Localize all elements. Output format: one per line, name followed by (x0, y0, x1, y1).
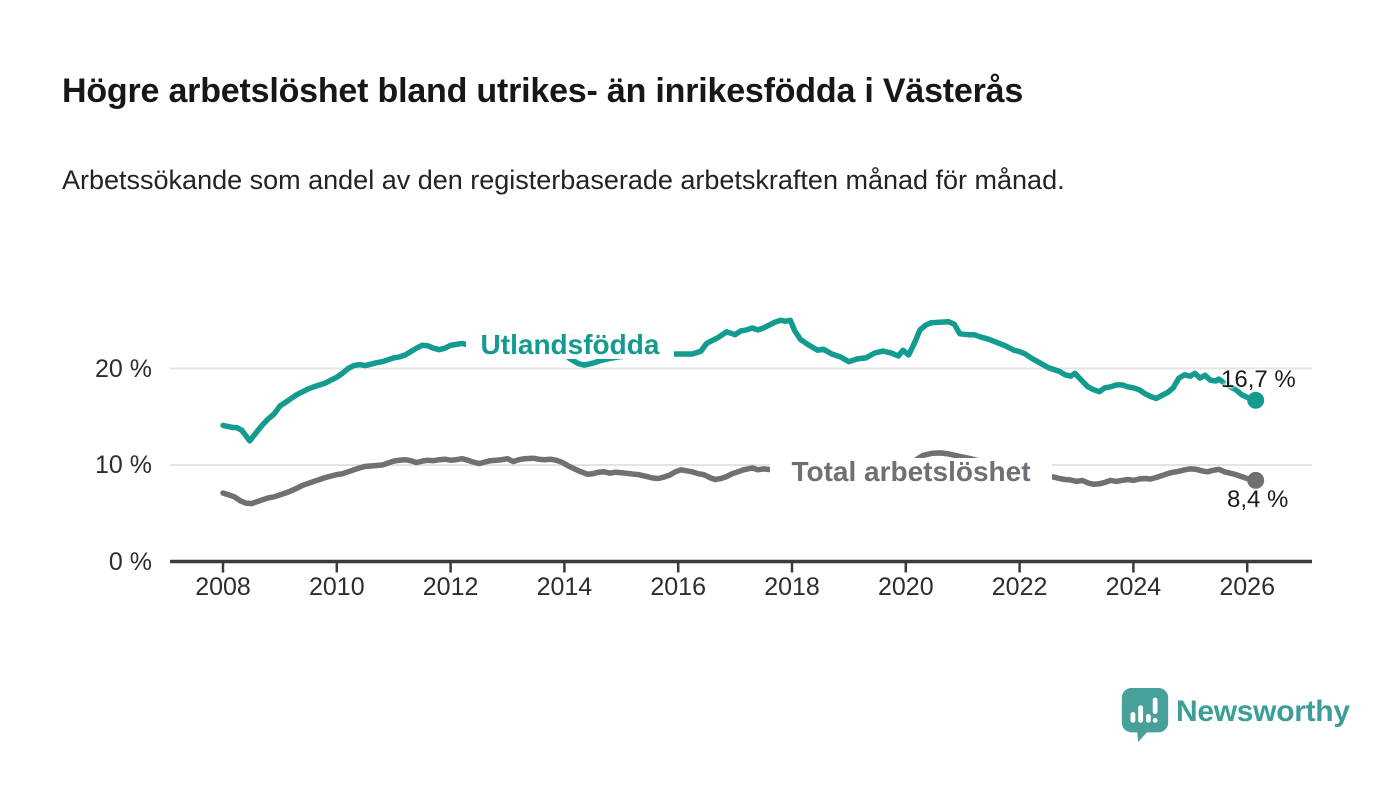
x-tick-label: 2026 (1219, 573, 1275, 601)
x-tick-label: 2020 (877, 573, 934, 601)
x-tick-label: 2024 (1105, 573, 1162, 601)
series-end-dot-0 (1247, 391, 1265, 409)
series-label-total: Total arbetslöshet (770, 458, 1052, 486)
x-tick-label: 2010 (308, 573, 365, 601)
x-tick-label: 2012 (422, 573, 479, 601)
y-tick-label: 20 % (95, 354, 152, 383)
series-end-dot-1 (1247, 471, 1265, 489)
x-tick-label: 2018 (764, 573, 820, 601)
series-line-1 (220, 450, 1259, 507)
end-value-total: 8,4 % (1227, 486, 1289, 513)
x-tick-label: 2022 (991, 573, 1048, 601)
chart-subtitle: Arbetssökande som andel av den registerb… (62, 165, 1065, 195)
x-tick-label: 2008 (195, 573, 251, 601)
series-label-utlandsfodda: Utlandsfödda (466, 331, 674, 359)
newsworthy-logo (1120, 687, 1170, 743)
newsworthy-logo-icon (1121, 687, 1169, 743)
newsworthy-logo-text: Newsworthy (1176, 695, 1350, 728)
y-tick-label: 10 % (95, 451, 152, 479)
x-tick-label: 2016 (650, 573, 706, 601)
chart-title: Högre arbetslöshet bland utrikes- än inr… (62, 72, 1024, 110)
x-tick-label: 2014 (536, 573, 593, 601)
series-line-0 (220, 317, 1259, 444)
end-value-utlandsfodda: 16,7 % (1221, 366, 1296, 393)
y-tick-label: 0 % (108, 547, 152, 576)
